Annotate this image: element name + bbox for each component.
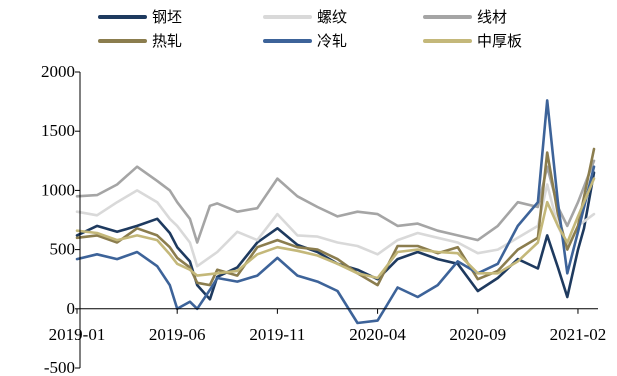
- legend-label: 线材: [477, 8, 507, 26]
- legend-label: 中厚板: [477, 32, 522, 50]
- axes: -500 0 500 1000 1500 2000 2019-01 2019-06 2019-1…: [41, 62, 606, 376]
- y-tick-label: 0: [67, 299, 76, 318]
- y-tick-label: 500: [50, 240, 76, 259]
- x-tick-label: 2019-01: [49, 325, 106, 344]
- series-lines: [75, 99, 596, 325]
- series-line-5: [75, 99, 596, 325]
- y-tick-label: 1000: [41, 180, 75, 199]
- series-line-1: [75, 171, 596, 301]
- y-tick-label: 1500: [41, 121, 75, 140]
- x-tick-label: 2019-06: [149, 325, 206, 344]
- legend-label: 热轧: [152, 32, 182, 50]
- series-line-4: [75, 147, 596, 287]
- x-tick-label: 2020-09: [449, 325, 506, 344]
- y-tick-label: -500: [44, 358, 75, 376]
- y-tick-label: 2000: [41, 62, 75, 81]
- x-tick-label: 2020-04: [349, 325, 406, 344]
- legend-label: 螺纹: [317, 8, 347, 26]
- legend-label: 冷轧: [317, 32, 347, 50]
- x-tick-label: 2019-11: [249, 325, 305, 344]
- legend-label: 钢坯: [152, 8, 182, 26]
- x-tick-label: 2021-02: [550, 325, 607, 344]
- series-line-6: [75, 177, 596, 280]
- series-line-2: [75, 183, 596, 268]
